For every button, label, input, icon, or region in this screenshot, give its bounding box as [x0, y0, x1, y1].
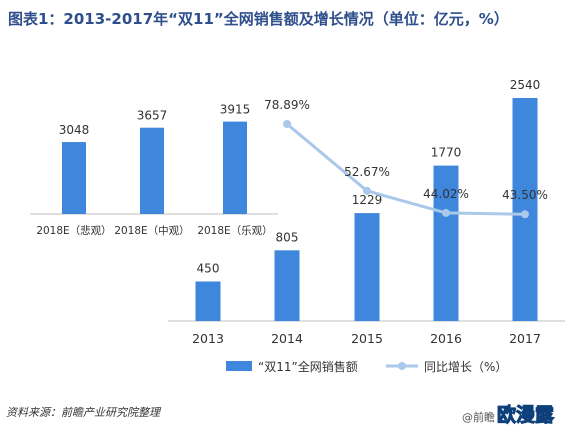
growth-point	[521, 210, 529, 219]
main-category-label: 2013	[192, 331, 224, 346]
inset-category-label: 2018E（乐观）	[197, 225, 272, 237]
main-category-label: 2015	[351, 331, 383, 346]
growth-point	[363, 186, 371, 195]
main-bar	[274, 250, 300, 321]
growth-value-label: 52.67%	[344, 165, 390, 179]
source-note: 资料来源：前瞻产业研究院整理	[6, 406, 160, 419]
legend-line-label: 同比增长（%）	[424, 360, 507, 374]
legend-line-marker	[398, 362, 406, 370]
inset-bar-value: 3915	[220, 103, 251, 117]
watermark-prefix: @前瞻	[462, 411, 495, 424]
main-bar	[195, 281, 221, 321]
inset-category-label: 2018E（中观）	[114, 224, 189, 237]
inset-bar	[62, 142, 86, 214]
legend-bar-label: “双11”全网销售额	[258, 359, 358, 374]
inset-category-label: 2018E（悲观）	[36, 224, 111, 237]
main-bar-value: 2540	[510, 78, 541, 92]
main-bar-value: 805	[276, 230, 299, 244]
main-bar-value: 450	[197, 261, 220, 275]
watermark: @前瞻 欧漫露	[462, 400, 555, 427]
chart-title: 图表1：2013-2017年“双11”全网销售额及增长情况（单位：亿元，%）	[8, 10, 509, 28]
main-bar	[433, 165, 459, 321]
inset-bar	[140, 127, 164, 214]
inset-bar-value: 3048	[59, 123, 90, 137]
main-category-label: 2016	[430, 331, 462, 346]
inset-bar	[223, 121, 247, 214]
growth-value-label: 78.89%	[264, 98, 310, 112]
legend-bar-swatch	[226, 361, 252, 371]
main-bar	[512, 97, 538, 321]
main-bar	[354, 213, 380, 321]
growth-point	[442, 208, 450, 217]
growth-line	[286, 122, 526, 216]
growth-value-label: 44.02%	[423, 187, 469, 201]
inset-bar-value: 3657	[137, 109, 168, 123]
main-bar-value: 1229	[352, 193, 383, 207]
main-category-label: 2014	[271, 331, 303, 346]
growth-point	[283, 120, 291, 128]
watermark-brand: 欧漫露	[496, 404, 555, 427]
main-category-label: 2017	[509, 331, 541, 346]
main-bar-value: 1770	[431, 146, 462, 160]
growth-value-label: 43.50%	[502, 188, 548, 202]
